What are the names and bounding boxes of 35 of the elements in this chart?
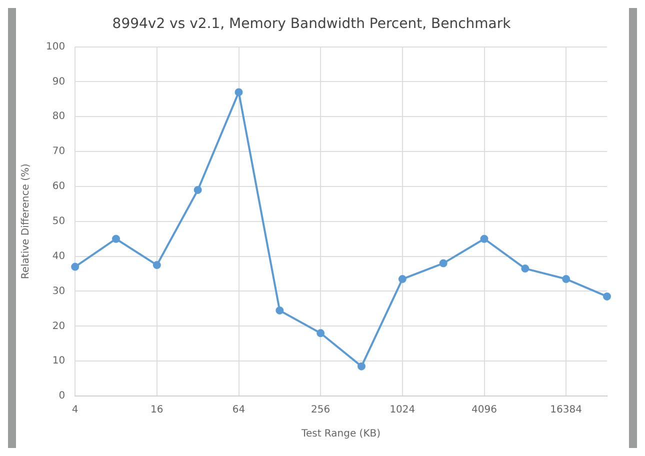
y-tick-label: 70: [52, 146, 66, 158]
y-tick-label: 10: [52, 356, 66, 367]
point: [398, 275, 406, 284]
y-tick-label: 30: [52, 286, 66, 297]
point: [439, 259, 448, 268]
y-tick-label: 50: [52, 216, 66, 227]
point: [316, 329, 325, 338]
y-axis-title: Relative Difference (%): [20, 164, 32, 280]
point: [276, 306, 284, 314]
x-tick-label: 64: [232, 404, 246, 416]
y-tick-label: 90: [52, 76, 66, 88]
y-tick-label: 0: [58, 390, 66, 402]
y-tick-label: 20: [52, 320, 66, 332]
point: [194, 186, 202, 194]
y-tick-label: 40: [52, 250, 66, 262]
x-tick-label: 4096: [472, 404, 497, 416]
x-axis-title: Test Range (KB): [300, 428, 381, 440]
x-tick-label: 16: [150, 404, 164, 416]
point: [480, 234, 488, 243]
point: [521, 264, 530, 273]
chart-title: 8994v2 vs v2.1, Memory Bandwidth Percent, Benchmark: [112, 16, 512, 32]
x-tick-label: 16384: [550, 404, 582, 416]
point: [358, 362, 366, 370]
y-tick-label: 80: [52, 111, 66, 122]
x-tick-label: 1024: [390, 404, 416, 416]
point: [71, 262, 80, 271]
point: [234, 88, 243, 96]
point: [562, 275, 570, 284]
y-tick-label: 60: [52, 181, 66, 192]
x-tick-label: 256: [311, 404, 330, 416]
point: [112, 234, 120, 243]
point: [603, 292, 611, 300]
x-tick-label: 4: [72, 404, 78, 416]
y-tick-label: 100: [46, 41, 66, 52]
point: [152, 261, 161, 270]
